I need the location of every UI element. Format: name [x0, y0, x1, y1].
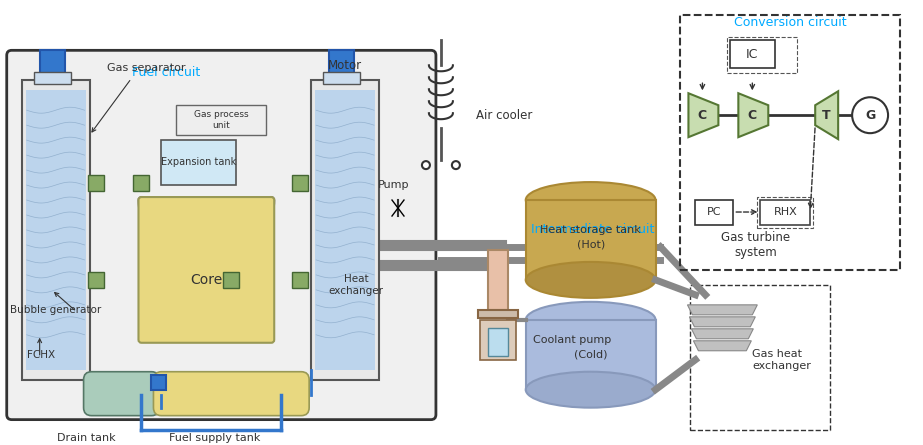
Bar: [761, 200, 810, 225]
Bar: [293, 272, 308, 288]
Text: Coolant pump: Coolant pump: [533, 335, 611, 345]
Bar: [151, 375, 166, 390]
Bar: [176, 105, 266, 135]
Polygon shape: [688, 305, 757, 315]
Text: Heat storage tank: Heat storage tank: [540, 225, 641, 235]
Ellipse shape: [526, 262, 655, 298]
Bar: [695, 200, 734, 225]
Ellipse shape: [526, 372, 655, 408]
Text: (Cold): (Cold): [574, 350, 607, 360]
Bar: [26, 90, 86, 370]
Ellipse shape: [526, 182, 655, 218]
Text: Pump: Pump: [378, 180, 410, 190]
Text: RHX: RHX: [773, 207, 797, 217]
Bar: [488, 328, 508, 356]
Text: (Hot): (Hot): [577, 240, 605, 250]
Text: IC: IC: [746, 48, 759, 61]
Bar: [33, 72, 70, 84]
Polygon shape: [691, 329, 753, 339]
Bar: [315, 90, 375, 370]
Circle shape: [452, 161, 460, 169]
FancyBboxPatch shape: [84, 372, 160, 416]
Text: Core: Core: [190, 273, 222, 287]
FancyBboxPatch shape: [6, 50, 436, 420]
Bar: [293, 175, 308, 191]
Bar: [88, 175, 103, 191]
Bar: [480, 320, 516, 360]
Bar: [526, 200, 655, 280]
Polygon shape: [689, 317, 755, 327]
Text: Motor: Motor: [328, 59, 362, 72]
Text: Expansion tank: Expansion tank: [161, 157, 236, 167]
Circle shape: [852, 97, 888, 133]
Text: Heat
exchanger: Heat exchanger: [329, 274, 384, 295]
Text: PC: PC: [707, 207, 722, 217]
Bar: [162, 140, 236, 185]
Bar: [526, 320, 655, 390]
Polygon shape: [689, 93, 718, 137]
Text: C: C: [698, 109, 707, 121]
Bar: [311, 80, 379, 380]
Bar: [757, 197, 813, 228]
Bar: [22, 80, 90, 380]
Text: C: C: [748, 109, 757, 121]
Polygon shape: [693, 341, 751, 351]
Text: Bubble generator: Bubble generator: [10, 305, 102, 315]
FancyBboxPatch shape: [138, 197, 274, 343]
Bar: [223, 272, 239, 288]
Polygon shape: [815, 91, 838, 139]
Text: Gas heat
exchanger: Gas heat exchanger: [752, 349, 811, 371]
Text: Intermediate circuit: Intermediate circuit: [531, 223, 654, 236]
Text: G: G: [865, 109, 875, 121]
Text: Fuel supply tank: Fuel supply tank: [169, 433, 260, 443]
Text: Fuel circuit: Fuel circuit: [132, 66, 200, 79]
Text: Gas separator: Gas separator: [107, 63, 186, 73]
Bar: [88, 272, 103, 288]
Text: Gas turbine
system: Gas turbine system: [721, 231, 790, 259]
Bar: [323, 72, 360, 84]
Text: T: T: [821, 109, 831, 121]
Circle shape: [422, 161, 430, 169]
Polygon shape: [738, 93, 768, 137]
Bar: [488, 250, 508, 310]
Bar: [134, 175, 150, 191]
Text: Gas process
unit: Gas process unit: [194, 110, 248, 130]
Bar: [478, 310, 518, 318]
Bar: [730, 40, 775, 68]
Ellipse shape: [526, 302, 655, 338]
Text: Conversion circuit: Conversion circuit: [734, 16, 846, 29]
Bar: [40, 50, 65, 80]
Text: FCHX: FCHX: [27, 350, 54, 360]
Text: Air cooler: Air cooler: [476, 109, 533, 121]
Bar: [330, 50, 354, 80]
FancyBboxPatch shape: [153, 372, 309, 416]
Bar: [680, 16, 900, 270]
Text: Drain tank: Drain tank: [57, 433, 116, 443]
Bar: [727, 37, 797, 73]
Bar: [690, 285, 830, 429]
